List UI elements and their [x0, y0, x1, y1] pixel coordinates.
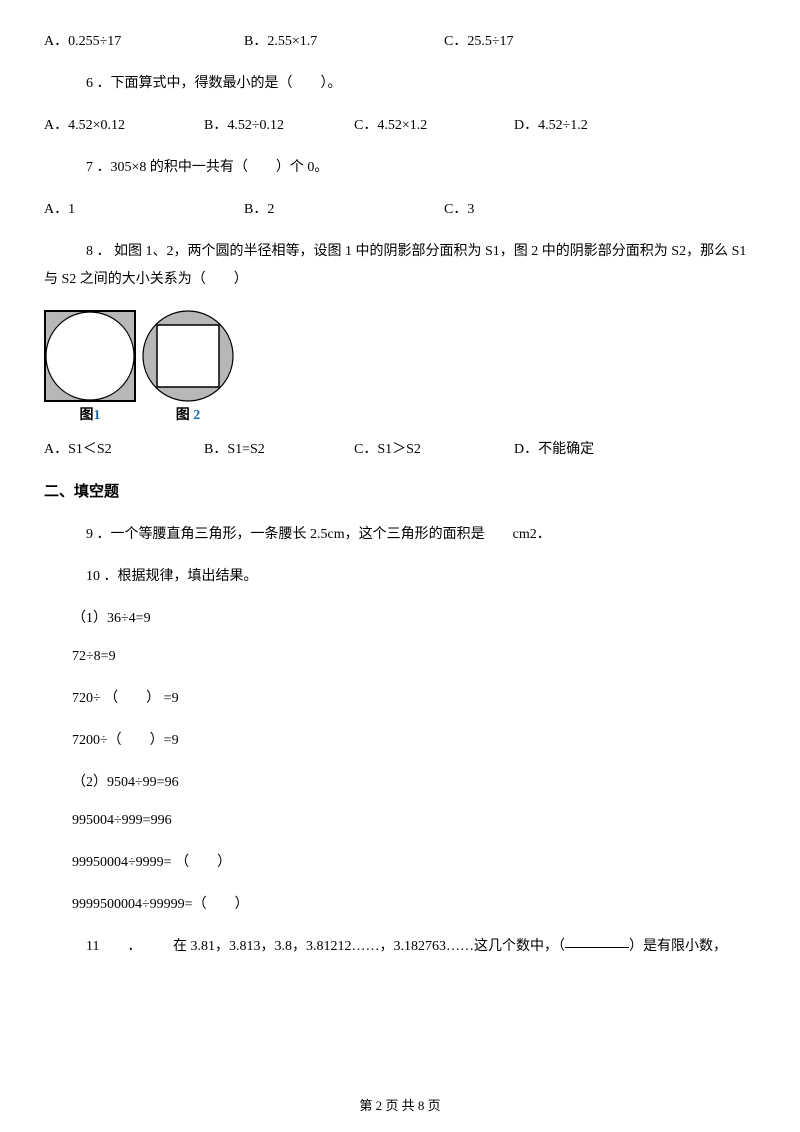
q5-options: A．0.255÷17 B．2.55×1.7 C．25.5÷17 [44, 30, 756, 50]
q8-text-line2: 与 S2 之间的大小关系为（ ） [44, 268, 756, 288]
q6-opt-d: D．4.52÷1.2 [514, 114, 588, 134]
q10-text: 10 ．根据规律，填出结果。 [44, 565, 756, 585]
q10-s5: （2）9504÷99=96 [44, 771, 756, 791]
figure-2-label: 图 2 [142, 404, 234, 424]
q6-opt-b: B．4.52÷0.12 [204, 114, 354, 134]
q7-options: A．1 B．2 C．3 [44, 198, 756, 218]
q5-opt-b: B．2.55×1.7 [244, 30, 444, 50]
q7-opt-c: C．3 [444, 198, 474, 218]
q11-suffix: ）是有限小数， [629, 939, 727, 954]
figure-1-svg [44, 310, 136, 402]
fig2-label-num: 2 [193, 408, 200, 423]
q10-s6: 995004÷999=996 [44, 813, 756, 829]
q8-opt-a: A．S1＜S2 [44, 438, 204, 458]
q7-opt-a: A．1 [44, 198, 244, 218]
q10-s4: 7200÷（ ）=9 [44, 729, 756, 749]
figure-1-block: 图1 [44, 310, 136, 424]
fig2-label-prefix: 图 [176, 408, 194, 423]
page-footer: 第 2 页 共 8 页 [0, 1095, 800, 1114]
section-2-header: 二、填空题 [44, 480, 756, 501]
q8-figures: 图1 图 2 [44, 310, 756, 424]
q10-s2: 72÷8=9 [44, 649, 756, 665]
q5-opt-a: A．0.255÷17 [44, 30, 244, 50]
q8-opt-b: B．S1=S2 [204, 438, 354, 458]
q11-text: 11 ． 在 3.81，3.813，3.8，3.81212……，3.182763… [44, 935, 756, 955]
q6-opt-a: A．4.52×0.12 [44, 114, 204, 134]
q6-text: 6 ．下面算式中，得数最小的是（ ）。 [44, 72, 756, 92]
q8-options: A．S1＜S2 B．S1=S2 C．S1＞S2 D．不能确定 [44, 438, 756, 458]
q6-options: A．4.52×0.12 B．4.52÷0.12 C．4.52×1.2 D．4.5… [44, 114, 756, 134]
q9-text: 9 ．一个等腰直角三角形，一条腰长 2.5cm，这个三角形的面积是 cm2． [44, 523, 756, 543]
q10-s8: 9999500004÷99999=（ ） [44, 893, 756, 913]
q11-blank [565, 947, 629, 948]
fig1-label-prefix: 图 [80, 408, 94, 423]
q8-opt-c: C．S1＞S2 [354, 438, 514, 458]
q7-opt-b: B．2 [244, 198, 444, 218]
q8-opt-d: D．不能确定 [514, 438, 594, 458]
q10-s3: 720÷ （ ） =9 [44, 687, 756, 707]
figure-2-block: 图 2 [142, 310, 234, 424]
q10-s1: （1）36÷4=9 [44, 607, 756, 627]
q8-text-line1: 8 ． 如图 1、2，两个圆的半径相等，设图 1 中的阴影部分面积为 S1，图 … [44, 240, 756, 260]
q10-s7: 99950004÷9999= （ ） [44, 851, 756, 871]
figure-2-svg [142, 310, 234, 402]
q11-prefix: 11 ． 在 3.81，3.813，3.8，3.81212……，3.182763… [86, 939, 565, 954]
q7-text: 7 ．305×8 的积中一共有（ ）个 0。 [44, 156, 756, 176]
figure-1-label: 图1 [44, 404, 136, 424]
fig1-label-num: 1 [94, 408, 101, 423]
q6-opt-c: C．4.52×1.2 [354, 114, 514, 134]
q5-opt-c: C．25.5÷17 [444, 30, 514, 50]
